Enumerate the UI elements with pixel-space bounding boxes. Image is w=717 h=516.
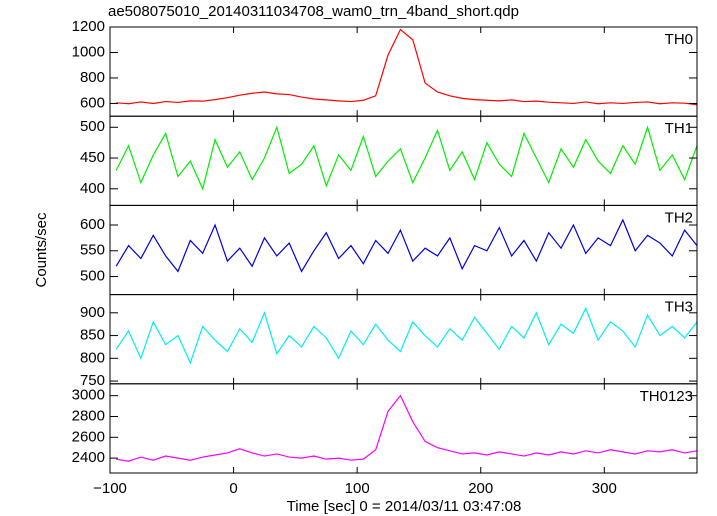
panel-label: TH0 bbox=[665, 31, 693, 48]
panel-label: TH1 bbox=[665, 120, 693, 137]
x-tick-label: 0 bbox=[229, 480, 237, 497]
y-tick-label: 2800 bbox=[72, 407, 105, 424]
y-tick-label: 500 bbox=[80, 268, 105, 285]
y-tick-label: 600 bbox=[80, 216, 105, 233]
light-curve bbox=[116, 394, 698, 462]
x-tick-label: −100 bbox=[93, 480, 127, 497]
light-curve bbox=[115, 306, 698, 365]
y-tick-label: 450 bbox=[80, 149, 105, 166]
y-tick-label: 2400 bbox=[72, 449, 105, 466]
panel-frame bbox=[109, 204, 698, 296]
y-tick-label: 850 bbox=[80, 327, 105, 344]
panel-label: TH2 bbox=[665, 209, 693, 226]
light-curve bbox=[116, 28, 698, 106]
y-tick-label: 500 bbox=[80, 118, 105, 135]
y-tick-label: 800 bbox=[80, 349, 105, 366]
light-curve bbox=[115, 125, 698, 191]
panel-label: TH0123 bbox=[640, 388, 693, 405]
y-tick-label: 600 bbox=[80, 94, 105, 111]
y-tick-label: 550 bbox=[80, 242, 105, 259]
chart-title: ae508075010_20140311034708_wam0_trn_4ban… bbox=[108, 3, 519, 20]
x-axis-label: Time [sec] 0 = 2014/03/11 03:47:08 bbox=[287, 498, 522, 515]
light-curve bbox=[115, 218, 698, 273]
y-tick-label: 1000 bbox=[72, 43, 105, 60]
y-tick-label: 400 bbox=[80, 180, 105, 197]
x-tick-label: 300 bbox=[592, 480, 617, 497]
y-axis-label: Counts/sec bbox=[33, 212, 50, 288]
y-tick-label: 3000 bbox=[72, 387, 105, 404]
panel-frame bbox=[109, 383, 698, 474]
x-tick-label: 100 bbox=[345, 480, 370, 497]
panel-frame bbox=[109, 115, 698, 206]
y-tick-label: 800 bbox=[80, 69, 105, 86]
y-tick-label: 900 bbox=[80, 304, 105, 321]
y-tick-label: 2600 bbox=[72, 428, 105, 445]
panel-label: TH3 bbox=[665, 299, 693, 316]
x-tick-label: 200 bbox=[468, 480, 493, 497]
y-tick-label: 1200 bbox=[72, 18, 105, 35]
y-tick-label: 750 bbox=[80, 372, 105, 389]
